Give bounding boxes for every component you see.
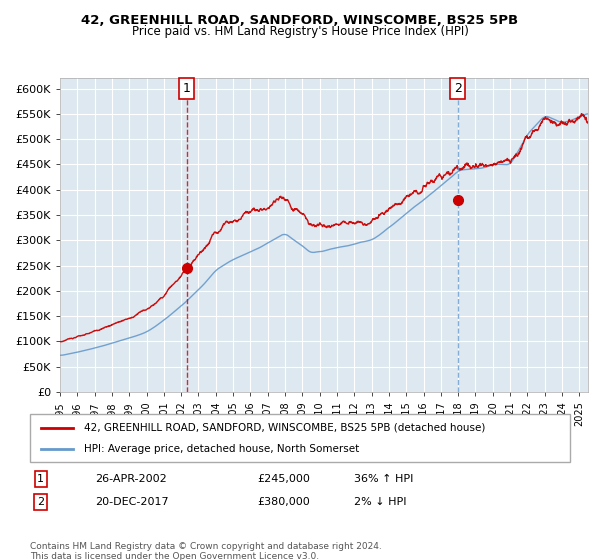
- Text: 42, GREENHILL ROAD, SANDFORD, WINSCOMBE, BS25 5PB: 42, GREENHILL ROAD, SANDFORD, WINSCOMBE,…: [82, 14, 518, 27]
- Text: 2: 2: [37, 497, 44, 507]
- Text: £380,000: £380,000: [257, 497, 310, 507]
- Text: 1: 1: [37, 474, 44, 484]
- Text: 36% ↑ HPI: 36% ↑ HPI: [354, 474, 413, 484]
- Text: HPI: Average price, detached house, North Somerset: HPI: Average price, detached house, Nort…: [84, 444, 359, 454]
- Text: 26-APR-2002: 26-APR-2002: [95, 474, 167, 484]
- Text: £245,000: £245,000: [257, 474, 310, 484]
- Text: This data is licensed under the Open Government Licence v3.0.: This data is licensed under the Open Gov…: [30, 552, 319, 560]
- Text: Contains HM Land Registry data © Crown copyright and database right 2024.: Contains HM Land Registry data © Crown c…: [30, 542, 382, 551]
- Text: 2% ↓ HPI: 2% ↓ HPI: [354, 497, 407, 507]
- Text: 42, GREENHILL ROAD, SANDFORD, WINSCOMBE, BS25 5PB (detached house): 42, GREENHILL ROAD, SANDFORD, WINSCOMBE,…: [84, 423, 485, 433]
- Text: 20-DEC-2017: 20-DEC-2017: [95, 497, 169, 507]
- Text: 1: 1: [183, 82, 191, 95]
- FancyBboxPatch shape: [30, 414, 570, 462]
- Text: Price paid vs. HM Land Registry's House Price Index (HPI): Price paid vs. HM Land Registry's House …: [131, 25, 469, 38]
- Text: 2: 2: [454, 82, 461, 95]
